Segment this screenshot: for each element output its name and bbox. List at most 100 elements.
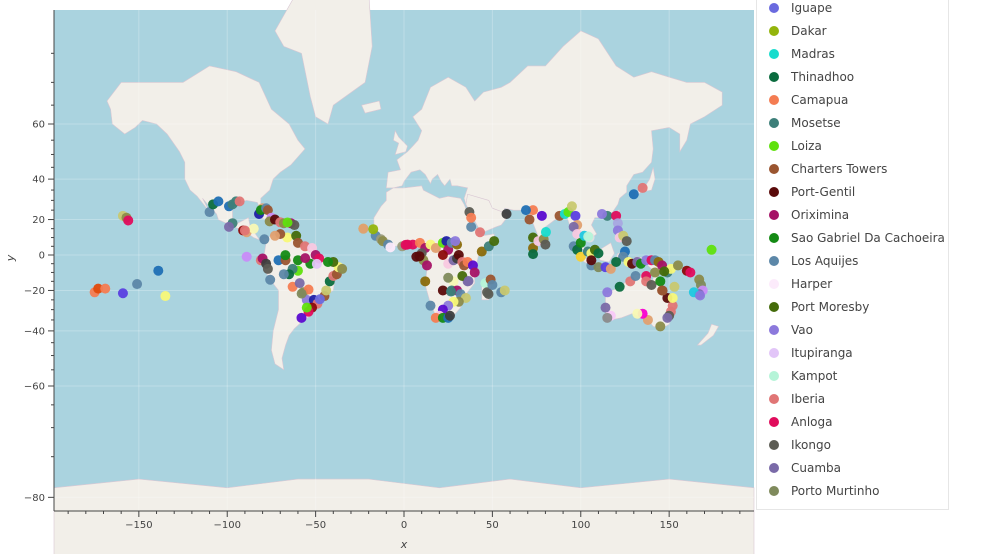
data-point	[602, 312, 613, 323]
data-point	[301, 302, 312, 313]
data-point	[487, 279, 498, 290]
data-point-los-aquijes	[265, 274, 276, 285]
legend-swatch	[769, 72, 779, 82]
land-iceland	[361, 100, 382, 114]
legend-label: Camapua	[791, 93, 849, 107]
legend-label: Sao Gabriel Da Cachoeira	[791, 231, 945, 245]
legend-swatch	[769, 486, 779, 496]
legend-swatch	[769, 95, 779, 105]
legend-item[interactable]: Loiza	[769, 136, 822, 156]
data-point	[93, 283, 104, 294]
legend-label: Anloga	[791, 415, 833, 429]
data-point	[425, 300, 436, 311]
data-point	[489, 236, 500, 247]
y-tick-label: 40	[32, 175, 45, 186]
data-point-iguape	[314, 294, 325, 305]
data-point	[655, 276, 666, 287]
y-tick-label: 60	[32, 120, 45, 131]
data-point	[262, 263, 273, 274]
data-point-itupiranga	[311, 258, 322, 269]
data-point-port-gentil	[414, 251, 425, 262]
data-point	[117, 288, 128, 299]
legend-item[interactable]: Itupiranga	[769, 343, 853, 363]
legend-swatch	[769, 164, 779, 174]
legend-item[interactable]: Harper	[769, 274, 832, 294]
legend-item[interactable]: Oriximina	[769, 205, 849, 225]
x-tick-label: 100	[571, 520, 590, 531]
data-point	[322, 256, 333, 267]
legend-item[interactable]: Sao Gabriel Da Cachoeira	[769, 228, 945, 248]
data-point	[605, 263, 616, 274]
legend-item[interactable]: Vao	[769, 320, 813, 340]
legend-item[interactable]: Port-Gentil	[769, 182, 855, 202]
data-point	[469, 267, 480, 278]
x-tick-label: −50	[305, 520, 326, 531]
data-point	[593, 248, 604, 259]
legend-item[interactable]: Mosetse	[769, 113, 841, 133]
data-point	[294, 278, 305, 289]
legend-swatch	[769, 233, 779, 243]
legend-label: Porto Murtinho	[791, 484, 880, 498]
legend-swatch	[769, 279, 779, 289]
axes: −150 −100 −50 0 50 100 150 −80 −60 −40 −20 0 20 40 60	[24, 10, 754, 531]
data-point	[337, 263, 348, 274]
data-point	[466, 212, 477, 223]
y-tick-label: −80	[24, 493, 45, 504]
data-point	[224, 221, 234, 232]
data-point	[632, 308, 643, 319]
data-point-sao-gabriel-da-cachoeira	[280, 250, 291, 261]
data-point-harper	[385, 242, 396, 253]
legend-item[interactable]: Port Moresby	[769, 297, 869, 317]
data-point	[612, 218, 623, 229]
y-tick-label: −60	[24, 382, 45, 393]
data-point-ikongo	[483, 288, 494, 299]
legend-swatch	[769, 26, 779, 36]
data-point	[662, 312, 673, 323]
x-tick-label: −100	[213, 520, 240, 531]
legend-label: Cuamba	[791, 461, 841, 475]
legend-item[interactable]: Dakar	[769, 21, 827, 41]
data-point	[575, 251, 586, 262]
legend-swatch	[769, 463, 779, 473]
legend-item[interactable]: Cuamba	[769, 458, 841, 478]
data-point	[611, 256, 622, 267]
legend-item[interactable]: Anloga	[769, 412, 832, 432]
legend-item[interactable]: Ikongo	[769, 435, 831, 455]
legend-item[interactable]: Kampot	[769, 366, 837, 386]
land-new-zealand	[696, 323, 720, 346]
legend-item[interactable]: Thinadhoo	[769, 67, 854, 87]
data-point	[269, 230, 280, 241]
data-point	[132, 279, 143, 290]
data-point	[650, 267, 661, 278]
data-point	[685, 267, 696, 278]
legend-item[interactable]: Iberia	[769, 389, 825, 409]
y-tick-label: −40	[24, 326, 45, 337]
x-tick-label: 150	[660, 520, 679, 531]
data-point	[540, 239, 551, 250]
data-point	[450, 236, 461, 247]
legend-item[interactable]: Los Aquijes	[769, 251, 858, 271]
y-tick-label: 20	[32, 215, 45, 226]
data-point	[259, 234, 270, 245]
legend-item[interactable]: Camapua	[769, 90, 848, 110]
data-point	[160, 291, 171, 302]
legend-item[interactable]: Porto Murtinho	[769, 481, 879, 501]
legend-swatch	[769, 440, 779, 450]
data-point	[437, 285, 448, 296]
scatter-points	[89, 182, 717, 332]
data-point	[204, 207, 215, 218]
data-point-loiza	[282, 217, 293, 228]
data-point	[358, 223, 369, 234]
data-point-cuamba	[463, 275, 474, 286]
legend-item[interactable]: Madras	[769, 44, 835, 64]
legend-label: Mosetse	[791, 116, 841, 130]
legend-item[interactable]: Iguape	[769, 0, 832, 18]
data-point	[321, 285, 332, 296]
legend-item[interactable]: Charters Towers	[769, 159, 887, 179]
legend: Iguape Dakar Madras Thinadhoo Camapua Mosetse…	[756, 0, 949, 510]
data-point-oriximina	[300, 253, 311, 264]
data-point-anloga	[400, 239, 411, 250]
legend-label: Oriximina	[791, 208, 850, 222]
data-point	[430, 312, 441, 323]
